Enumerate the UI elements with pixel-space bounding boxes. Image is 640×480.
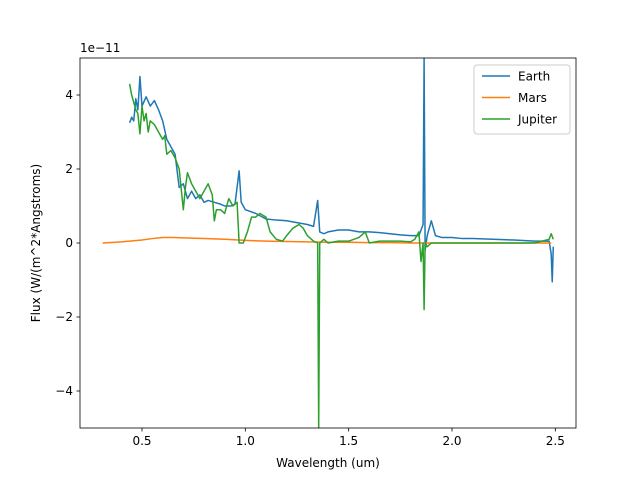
x-tick-label: 2.5 — [546, 434, 565, 448]
legend-label-earth: Earth — [518, 70, 550, 84]
x-axis-label: Wavelength (um) — [276, 456, 380, 470]
series-line-earth — [128, 58, 555, 283]
y-tick-label: 0 — [65, 236, 73, 250]
series-line-jupiter — [128, 83, 554, 428]
x-tick-label: 2.0 — [442, 434, 461, 448]
x-axis-ticks: 0.5 1.0 1.5 2.0 2.5 — [132, 428, 565, 448]
y-axis-ticks: −4 −2 0 2 4 — [55, 88, 80, 398]
y-tick-label: 4 — [65, 88, 73, 102]
x-tick-label: 1.0 — [236, 434, 255, 448]
y-tick-label: 2 — [65, 162, 73, 176]
y-tick-label: −2 — [55, 310, 73, 324]
y-axis-label: Flux (W/(m^2*Angstroms) — [29, 164, 43, 322]
y-offset-label: 1e−11 — [80, 41, 120, 55]
legend-label-jupiter: Jupiter — [517, 113, 557, 127]
legend-box — [473, 64, 571, 135]
series-layer — [102, 58, 555, 428]
y-tick-label: −4 — [55, 384, 73, 398]
x-tick-label: 1.5 — [339, 434, 358, 448]
legend: Earth Mars Jupiter — [473, 64, 571, 135]
x-tick-label: 0.5 — [132, 434, 151, 448]
legend-label-mars: Mars — [518, 91, 547, 105]
